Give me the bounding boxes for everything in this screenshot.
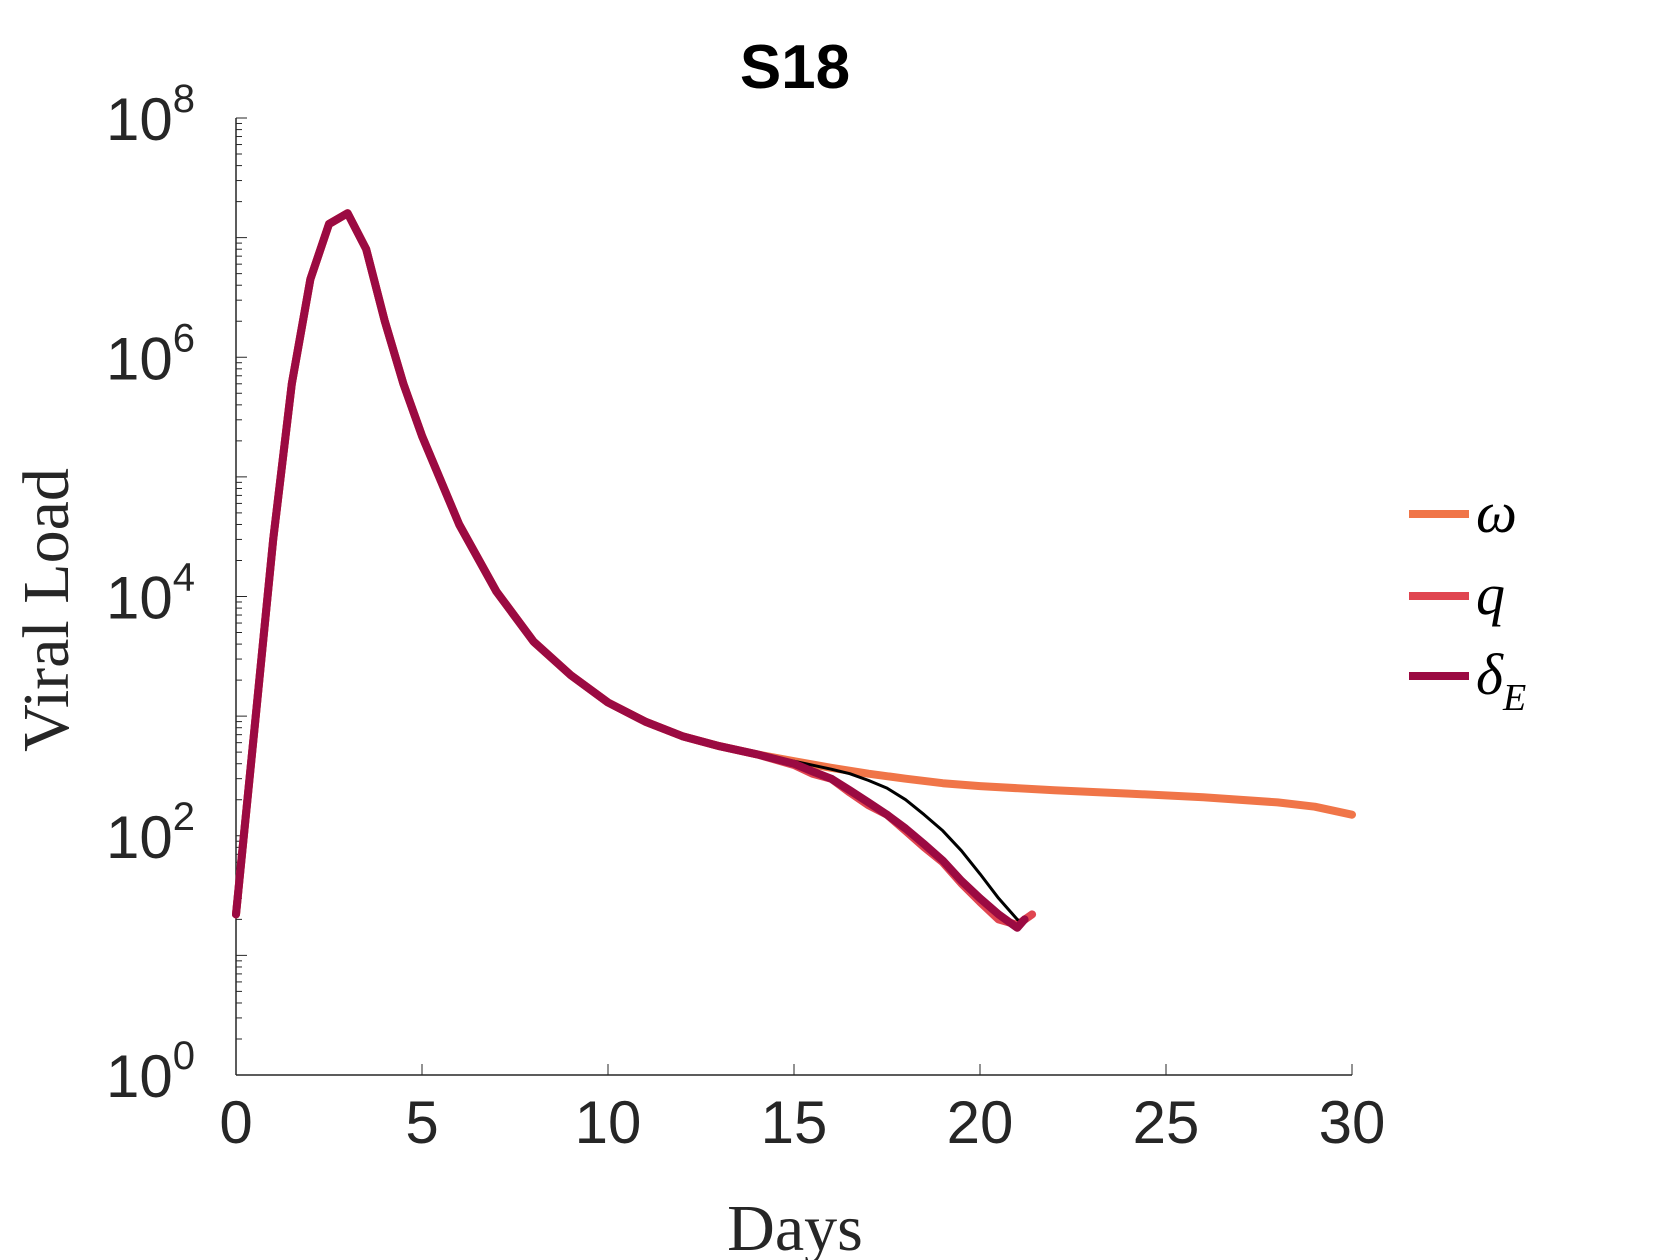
series-line-3 [232, 209, 1029, 932]
axes [235, 117, 1353, 1076]
series-lines [232, 209, 1356, 932]
y-tick-labels: 100 102 104 106 108 [106, 77, 195, 1110]
x-tick-label: 30 [1319, 1089, 1386, 1156]
y-tick-label: 104 [106, 556, 195, 632]
x-tick-label: 20 [947, 1089, 1014, 1156]
y-tick-label: 106 [106, 316, 195, 392]
y-tick-label: 100 [106, 1034, 195, 1110]
y-tick-label: 102 [106, 795, 195, 871]
x-axis-label: Days [727, 1192, 863, 1260]
legend-label: q [1476, 562, 1505, 627]
x-tick-label: 5 [405, 1089, 438, 1156]
legend-label: δE [1476, 642, 1526, 719]
x-tick-label: 10 [575, 1089, 642, 1156]
series-line-1 [232, 209, 1356, 919]
series-line-reference [755, 752, 1023, 924]
y-tick-label: 108 [106, 77, 195, 153]
legend: ωq δE [1409, 480, 1526, 719]
x-tick-label: 25 [1133, 1089, 1200, 1156]
x-tick-label: 0 [219, 1089, 252, 1156]
legend-label: ω [1476, 480, 1517, 545]
x-tick-label: 15 [761, 1089, 828, 1156]
x-tick-labels: 0 5 10 15 20 25 30 [219, 1089, 1385, 1156]
y-axis-label: Viral Load [10, 468, 83, 752]
series-line-2 [232, 209, 1037, 929]
chart-title: S18 [740, 33, 850, 102]
